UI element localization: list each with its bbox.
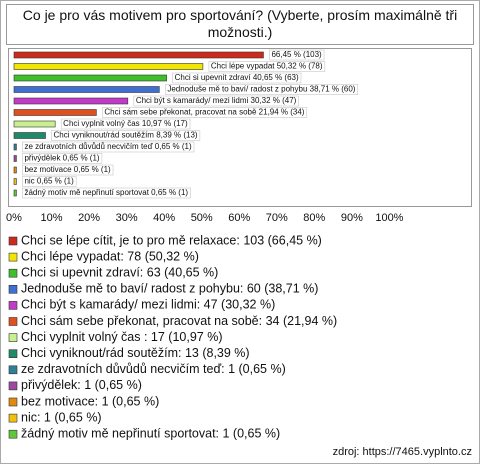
chart-title: Co je pro vás motivem pro sportování? (V…: [23, 7, 457, 40]
value-label-box: [133, 95, 299, 107]
bar: [13, 143, 17, 151]
legend-label: Chci sám sebe překonat, pracovat na sobě…: [21, 314, 337, 328]
legend-swatch: [8, 413, 18, 423]
x-tick-label: 30%: [116, 212, 138, 224]
bar: [13, 120, 56, 128]
legend-label: bez motivace: 1 (0,65 %): [21, 394, 159, 408]
x-tick-label: 0%: [6, 212, 22, 224]
legend-label: Chci vyniknout/rád soutěžím: 13 (8,39 %): [21, 346, 250, 360]
bar: [13, 51, 264, 59]
value-label: Chci si upevnit zdraví 40,65 % (63): [175, 73, 299, 82]
legend-label: ze zdravotních důvůdů necvičím teď: 1 (0…: [21, 362, 286, 376]
value-label: Chci být s kamarády/ mezi lidmi 30,32 % …: [136, 96, 297, 105]
legend-label: nic: 1 (0,65 %): [21, 410, 102, 424]
value-label: 66,45 % (103): [271, 50, 322, 59]
value-label-box: [22, 176, 77, 187]
value-label-box: [22, 141, 195, 153]
x-tick-label: 50%: [191, 212, 213, 224]
bar: [13, 97, 129, 105]
legend-label: Chci lépe vypadat: 78 (50,32 %): [21, 249, 199, 263]
value-label: žádný motiv mě nepřinutí sportovat 0,65 …: [24, 188, 188, 197]
value-label: Chci vyplnit volný čas 10,97 % (17): [63, 119, 188, 128]
legend-swatch: [8, 317, 18, 326]
legend-swatch: [8, 252, 18, 262]
legend-swatch: [8, 397, 18, 407]
x-tick-label: 10%: [41, 212, 63, 224]
legend-label: Chci se lépe cítit, je to pro mě relaxac…: [21, 233, 322, 247]
bar: [13, 132, 46, 139]
legend-swatch: [8, 349, 18, 359]
x-tick-label: 80%: [303, 212, 325, 224]
value-label-box: [22, 164, 114, 176]
bar: [13, 74, 167, 82]
bar: [13, 178, 17, 185]
value-label: bez motivace 0,65 % (1): [24, 165, 111, 174]
value-label: ze zdravotních důvůdů necvičím teď 0,65 …: [24, 142, 192, 151]
bar: [13, 109, 97, 116]
legend-swatch: [8, 365, 18, 375]
bar: [13, 86, 160, 93]
value-label-box: [22, 153, 103, 164]
value-label-box: [51, 130, 201, 141]
bar: [13, 63, 204, 70]
value-label: Chci vyniknout/rád soutěžím 8,39 % (13): [53, 131, 197, 140]
value-label-box: [102, 107, 308, 118]
legend-swatch: [8, 284, 18, 294]
value-label: Chci sám sebe překonat, pracovat na sobě…: [104, 108, 304, 117]
legend-swatch: [8, 381, 18, 391]
value-label-box: [60, 118, 191, 130]
legend-swatch: [8, 268, 18, 278]
x-tick-label: 90%: [341, 212, 363, 224]
value-label-box: [208, 61, 326, 72]
legend-swatch: [8, 429, 18, 439]
value-label: přivýdělek 0,65 % (1): [24, 154, 99, 163]
legend-swatch: [8, 333, 18, 342]
legend-label: žádný motiv mě nepřinutí sportovat: 1 (0…: [21, 426, 280, 440]
legend-label: Chci být s kamarády/ mezi lidmi: 47 (30,…: [21, 298, 275, 312]
value-label-box: [269, 49, 325, 61]
source: zdroj: https://7465.vyplnto.cz: [333, 446, 472, 458]
legend-label: přivýdělek: 1 (0,65 %): [21, 378, 142, 392]
x-tick-label: 60%: [228, 212, 250, 224]
x-tick-label: 100%: [375, 212, 403, 224]
legend-label: Jednoduše mě to baví/ radost z pohybu: 6…: [21, 282, 318, 296]
value-label-box: [165, 84, 359, 95]
value-label: nic 0,65 % (1): [24, 177, 74, 186]
value-label: Jednoduše mě to baví/ radost z pohybu 38…: [167, 85, 355, 94]
value-label: Chci lépe vypadat 50,32 % (78): [211, 62, 323, 71]
legend-label: Chci vyplnit volný čas : 17 (10,97 %): [21, 330, 222, 344]
x-tick-label: 40%: [153, 212, 175, 224]
bar: [13, 155, 17, 162]
legend-label: Chci si upevnit zdraví: 63 (40,65 %): [21, 265, 218, 279]
value-label-box: [172, 72, 302, 84]
bar: [13, 166, 17, 174]
x-tick-label: 70%: [266, 212, 288, 224]
title-box: [6, 4, 474, 45]
x-tick-label: 20%: [78, 212, 100, 224]
value-label-box: [22, 187, 191, 199]
legend-swatch: [8, 301, 18, 310]
bar: [13, 189, 17, 197]
legend-swatch: [8, 236, 18, 246]
